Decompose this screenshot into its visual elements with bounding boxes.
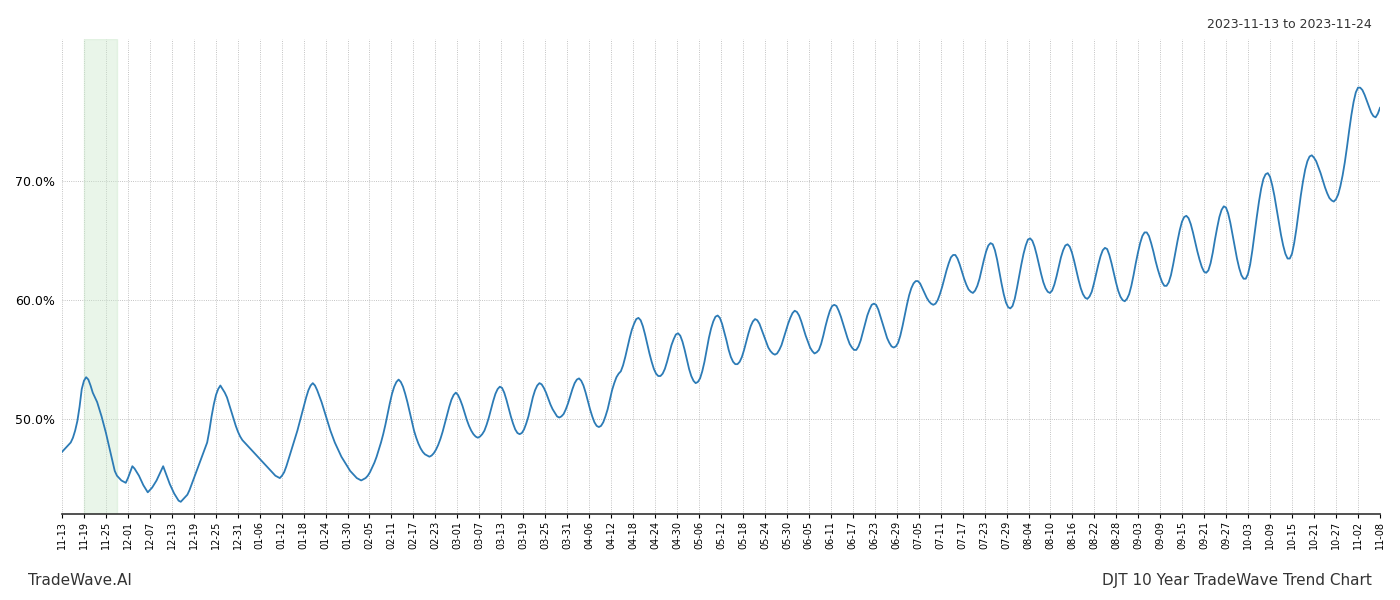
Bar — [84, 39, 116, 514]
Text: 2023-11-13 to 2023-11-24: 2023-11-13 to 2023-11-24 — [1207, 18, 1372, 31]
Text: TradeWave.AI: TradeWave.AI — [28, 573, 132, 588]
Text: DJT 10 Year TradeWave Trend Chart: DJT 10 Year TradeWave Trend Chart — [1102, 573, 1372, 588]
